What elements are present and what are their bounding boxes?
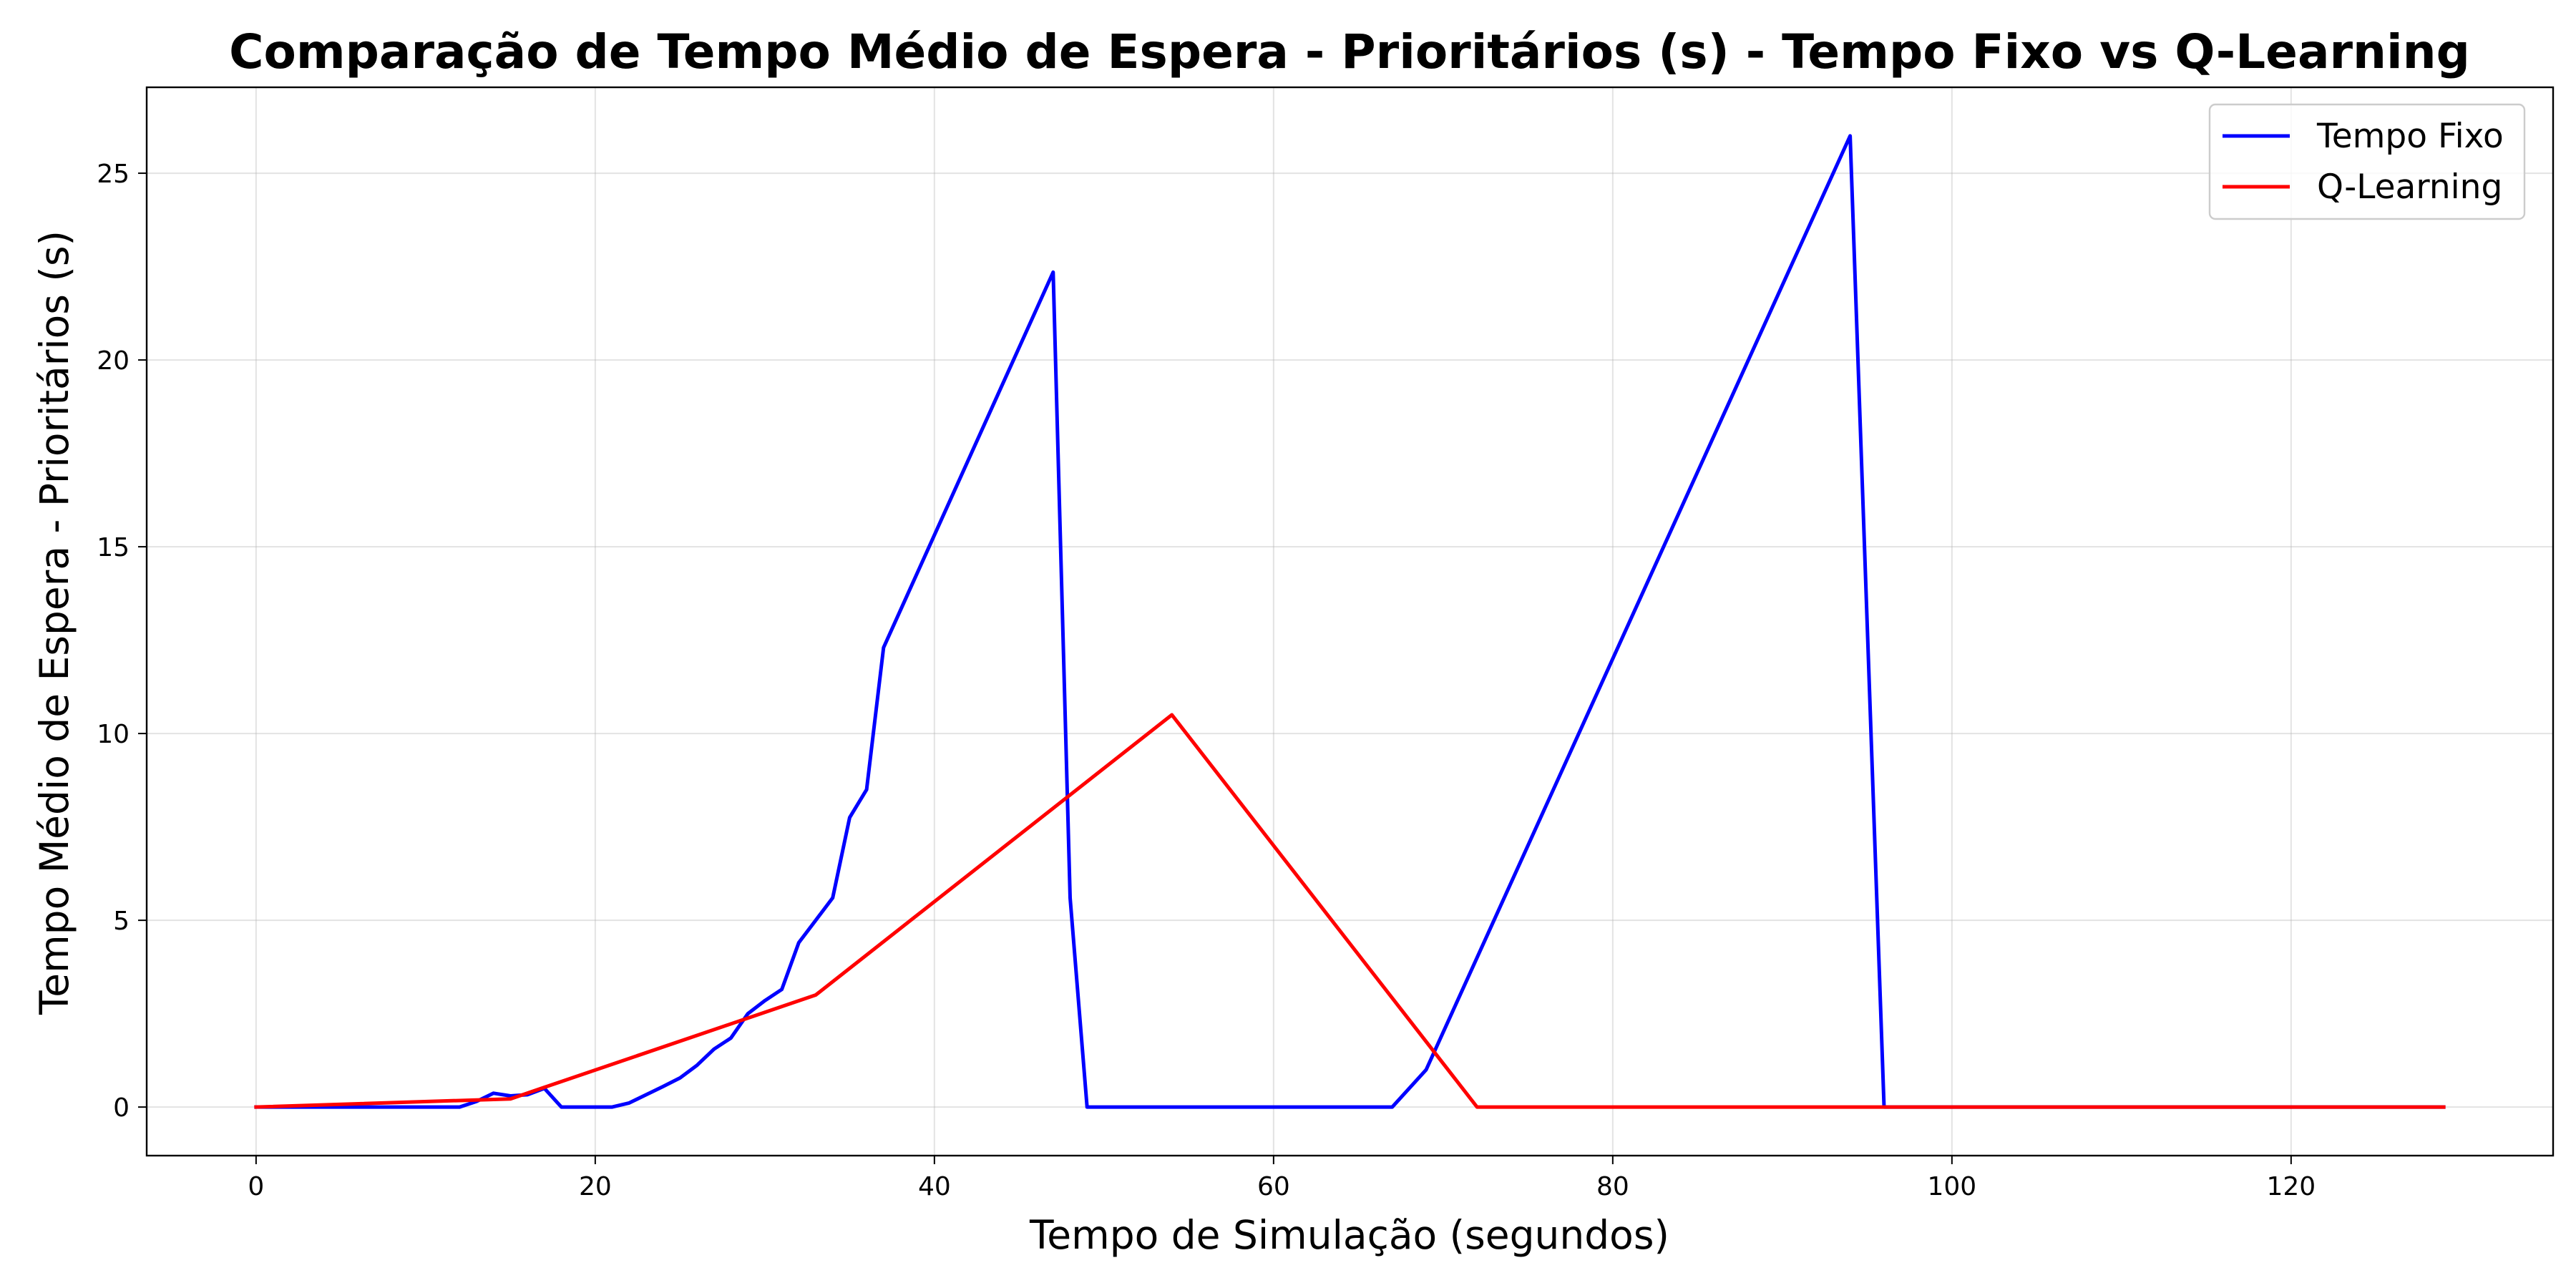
y-tick-label: 0 xyxy=(113,1093,130,1123)
chart-title: Comparação de Tempo Médio de Espera - Pr… xyxy=(229,24,2470,79)
y-tick-label: 25 xyxy=(97,160,130,189)
legend-frame xyxy=(2208,103,2526,220)
x-tick-label: 40 xyxy=(918,1172,951,1201)
y-tick-label: 5 xyxy=(113,907,130,936)
y-tick-label: 10 xyxy=(97,720,130,749)
x-tick-label: 120 xyxy=(2266,1172,2316,1201)
grid xyxy=(147,87,2553,1156)
legend: Tempo Fixo Q-Learning xyxy=(2208,103,2526,220)
plot-frame xyxy=(145,86,2555,1157)
legend-label-q-learning: Q-Learning xyxy=(2317,167,2502,207)
y-axis-ticks: 0 5 10 15 20 25 xyxy=(97,160,147,1123)
y-tick-label: 20 xyxy=(97,346,130,376)
y-axis-title: Tempo Médio de Espera - Prioritários (s) xyxy=(31,230,77,1015)
x-tick-label: 0 xyxy=(248,1172,264,1201)
y-tick-label: 15 xyxy=(97,533,130,562)
x-tick-label: 60 xyxy=(1257,1172,1290,1201)
x-tick-label: 80 xyxy=(1596,1172,1629,1201)
x-axis-ticks: 0 20 40 60 80 100 120 xyxy=(248,1156,2316,1201)
series-line-q-learning xyxy=(254,713,2446,1109)
x-tick-label: 100 xyxy=(1927,1172,1976,1201)
x-axis-title: Tempo de Simulação (segundos) xyxy=(1029,1212,1669,1258)
legend-label-tempo-fixo: Tempo Fixo xyxy=(2316,117,2504,156)
x-tick-label: 20 xyxy=(579,1172,612,1201)
series-layer xyxy=(254,134,2446,1109)
